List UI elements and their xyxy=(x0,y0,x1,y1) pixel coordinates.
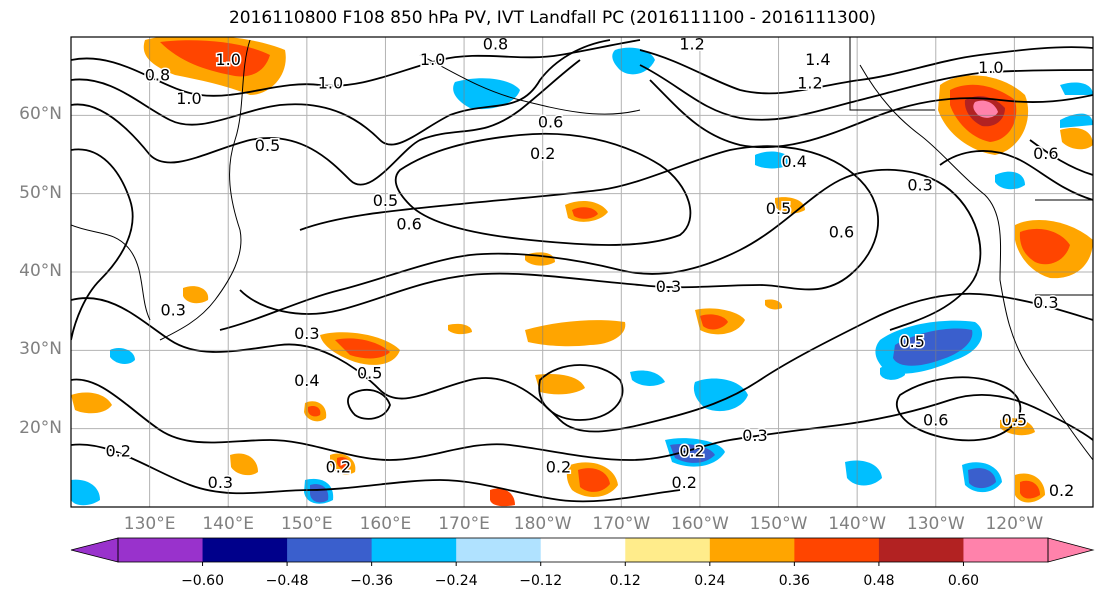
colorbar-tick-label: −0.12 xyxy=(519,573,563,589)
colorbar-tick-label: −0.48 xyxy=(265,573,309,589)
pv-contour-label: 0.3 xyxy=(1033,293,1058,312)
pv-contour-label: 0.6 xyxy=(829,222,854,241)
pv-contour-label: 0.8 xyxy=(483,34,508,53)
pv-contour-label: 1.0 xyxy=(318,74,343,93)
longitude-label: 140°W xyxy=(828,514,887,534)
graticule xyxy=(71,37,1093,507)
pv-contour-label: 1.0 xyxy=(216,50,241,69)
pv-contour-labels: 0.8 1.0 1.0 0.8 1.0 1.0 1.2 1.4 1.2 1.0 0.6 0.5 0.2 0… xyxy=(104,34,1076,501)
colorbar-max-extension xyxy=(1047,537,1095,563)
colorbar-segment xyxy=(540,538,626,562)
pv-contour-label: 0.3 xyxy=(907,175,932,194)
pv-contour-label: 0.2 xyxy=(1049,481,1074,500)
pv-contour-label: 0.3 xyxy=(208,473,233,492)
latitude-label: 20°N xyxy=(19,417,62,438)
plot-frame xyxy=(70,36,1094,508)
pv-contour-label: 0.4 xyxy=(294,371,319,390)
colorbar-tick-label: 0.48 xyxy=(863,573,895,589)
colorbar-segment xyxy=(118,538,204,562)
colorbar-tick-label: 0.36 xyxy=(778,573,810,589)
pv-contour-label: 1.2 xyxy=(679,34,704,53)
longitude-label: 120°W xyxy=(985,514,1044,534)
pv-contour-label: 0.3 xyxy=(742,426,767,445)
longitude-label: 170°E xyxy=(438,514,490,534)
colorbar-segment xyxy=(625,538,711,562)
longitude-label: 130°W xyxy=(906,514,965,534)
colorbar-tick-label: −0.24 xyxy=(434,573,478,589)
colorbar-segment xyxy=(287,538,373,562)
colorbar-tick-label: −0.60 xyxy=(181,573,224,589)
pv-contour-label: 0.2 xyxy=(546,457,571,476)
colorbar-segment xyxy=(878,538,964,562)
pv-contour-label: 0.5 xyxy=(357,363,382,382)
longitude-label: 170°W xyxy=(592,514,651,534)
pv-contour-label: 0.3 xyxy=(160,301,185,320)
longitude-label: 160°E xyxy=(359,514,412,534)
colorbar-segment xyxy=(709,538,795,562)
colorbar-frame xyxy=(117,537,1049,563)
pv-contour-label: 1.4 xyxy=(805,50,830,69)
colorbar-tick-label: 0.24 xyxy=(694,573,726,589)
pv-contour-label: 0.3 xyxy=(656,277,681,296)
pv-contour-label: 0.6 xyxy=(396,215,421,234)
longitude-label: 180°W xyxy=(513,514,572,534)
pv-contour-label: 1.0 xyxy=(978,58,1003,77)
pv-contour-label: 0.2 xyxy=(105,442,130,461)
colorbar xyxy=(70,537,1095,566)
latitude-label: 60°N xyxy=(19,104,62,125)
colorbar-tick-label: 0.12 xyxy=(609,573,641,589)
colorbar-tick-label: 0.60 xyxy=(947,573,980,589)
latitude-label: 40°N xyxy=(19,261,62,281)
pv-contour-label: 0.8 xyxy=(145,66,170,85)
colorbar-min-extension xyxy=(70,537,119,563)
pv-contour-label: 1.0 xyxy=(176,89,201,108)
longitude-label: 140°E xyxy=(202,514,255,534)
pv-contour-label: 0.5 xyxy=(1002,410,1027,429)
colorbar-tick-label: −0.36 xyxy=(350,573,394,589)
colorbar-segment xyxy=(963,538,1049,562)
pc-shading xyxy=(71,37,1093,507)
colorbar-segment xyxy=(456,538,542,562)
pv-contour-label: 0.5 xyxy=(255,136,280,155)
pv-contour-label: 0.3 xyxy=(294,324,319,343)
longitude-label: 150°E xyxy=(280,514,333,534)
pv-contour-label: 0.6 xyxy=(1033,144,1058,163)
colorbar-segment xyxy=(794,538,880,562)
longitude-label: 130°E xyxy=(123,514,176,534)
pv-contour-label: 0.6 xyxy=(538,113,563,132)
pv-contour-label: 0.4 xyxy=(782,152,807,171)
pv-contour-label: 0.5 xyxy=(373,191,398,210)
pv-contour-label: 0.6 xyxy=(923,410,948,429)
pv-contour-label: 0.2 xyxy=(530,144,555,163)
pv-contour-label: 1.2 xyxy=(797,74,822,93)
latitude-label: 30°N xyxy=(19,339,62,360)
pv-contour-label: 0.2 xyxy=(671,473,696,492)
pv-contour-label: 0.5 xyxy=(766,199,791,218)
coastlines xyxy=(71,37,1093,461)
pv-contour-label: 0.2 xyxy=(679,442,704,461)
longitude-label: 150°W xyxy=(749,514,808,534)
colorbar-segment xyxy=(371,538,457,562)
longitude-label: 160°W xyxy=(671,514,729,534)
pv-contour-label: 0.5 xyxy=(899,332,924,351)
colorbar-segment xyxy=(202,538,288,562)
map-title: 2016110800 F108 850 hPa PV, IVT Landfall… xyxy=(228,8,876,28)
pv-contour-label: 1.0 xyxy=(420,50,445,69)
pv-contour-label: 0.2 xyxy=(326,457,351,476)
latitude-label: 50°N xyxy=(19,182,62,203)
